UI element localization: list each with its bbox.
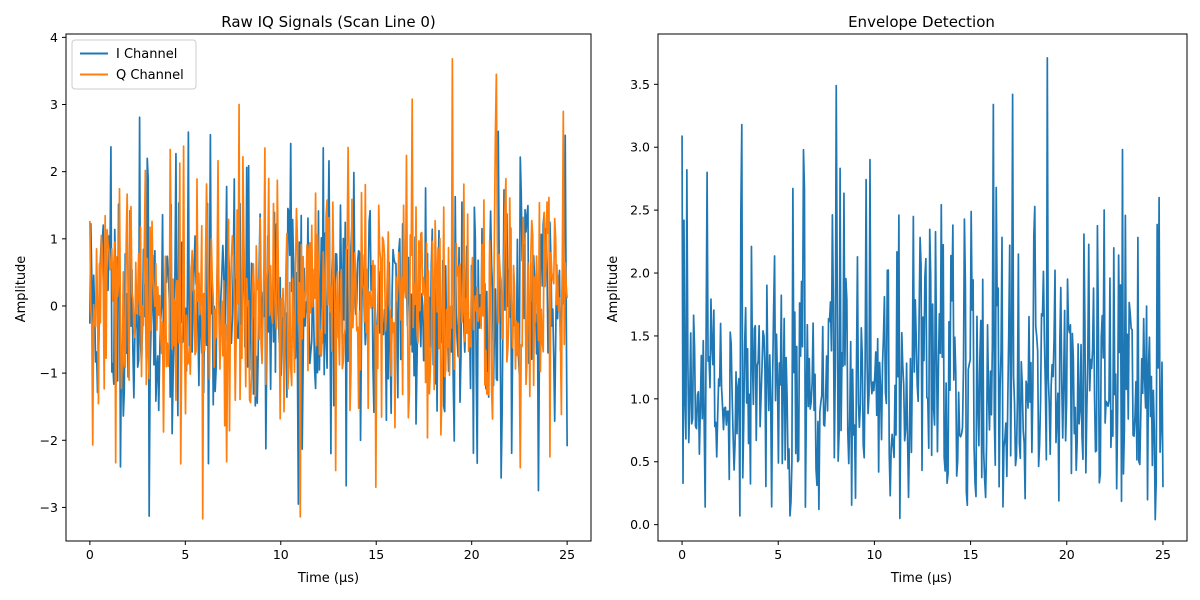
y-tick-label: 0.0 [630, 517, 650, 532]
x-tick-label: 10 [866, 547, 882, 562]
y-axis-label: Amplitude [606, 256, 621, 323]
x-tick-label: 10 [273, 547, 289, 562]
x-tick-label: 5 [181, 547, 189, 562]
x-axis-label: Time (µs) [890, 571, 952, 586]
y-tick-label: 2.0 [630, 266, 650, 281]
chart-title: Raw IQ Signals (Scan Line 0) [221, 13, 436, 31]
y-tick-label: 1.0 [630, 391, 650, 406]
x-tick-label: 20 [464, 547, 480, 562]
x-tick-label: 5 [774, 547, 782, 562]
x-tick-label: 25 [559, 547, 575, 562]
y-tick-label: 3.0 [630, 140, 650, 155]
x-tick-label: 25 [1155, 547, 1171, 562]
y-tick-label: 2.5 [630, 203, 650, 218]
y-tick-label: 1 [50, 231, 58, 246]
chart-raw-iq: Raw IQ Signals (Scan Line 0) 0 5 10 15 20 25−… [14, 13, 592, 586]
x-tick-label: 0 [86, 547, 94, 562]
axes-frame [65, 33, 592, 542]
x-tick-label: 20 [1059, 547, 1075, 562]
y-axis-label: Amplitude [14, 256, 29, 323]
y-tick-label: 2 [50, 164, 58, 179]
y-tick-label: 0.5 [630, 454, 650, 469]
y-tick-label: −2 [40, 433, 58, 448]
x-tick-label: 15 [368, 547, 384, 562]
series-line-1 [681, 57, 1164, 521]
series-line-2 [89, 58, 568, 520]
ticks: 0 5 10 15 20 25 −3 −2 −1 0 1 2 3 4 [40, 30, 576, 562]
y-tick-label: −1 [40, 366, 58, 381]
legend-label-i-channel: I Channel [116, 47, 177, 62]
y-tick-label: −3 [40, 500, 58, 515]
series-lines [89, 58, 568, 520]
x-axis-label: Time (µs) [297, 571, 359, 586]
chart-envelope: Envelope Detection 0 5 10 15 20 25 0.0 0.5 1.0 1.… [606, 13, 1188, 586]
y-tick-label: 0 [50, 298, 58, 313]
y-tick-label: 3 [50, 97, 58, 112]
legend: I Channel Q Channel [71, 39, 197, 90]
series-lines [681, 57, 1164, 521]
y-tick-label: 1.5 [630, 328, 650, 343]
axes-frame [657, 33, 1188, 542]
y-tick-label: 3.5 [630, 77, 650, 92]
y-tick-label: 4 [50, 30, 58, 45]
x-tick-label: 15 [963, 547, 979, 562]
legend-label-q-channel: Q Channel [116, 68, 184, 83]
x-tick-label: 0 [678, 547, 686, 562]
chart-title: Envelope Detection [848, 13, 995, 31]
ticks: 0 5 10 15 20 25 0.0 0.5 1.0 1.5 2.0 2.5 3.0 3.5 [630, 77, 1171, 562]
legend-box [71, 39, 197, 90]
